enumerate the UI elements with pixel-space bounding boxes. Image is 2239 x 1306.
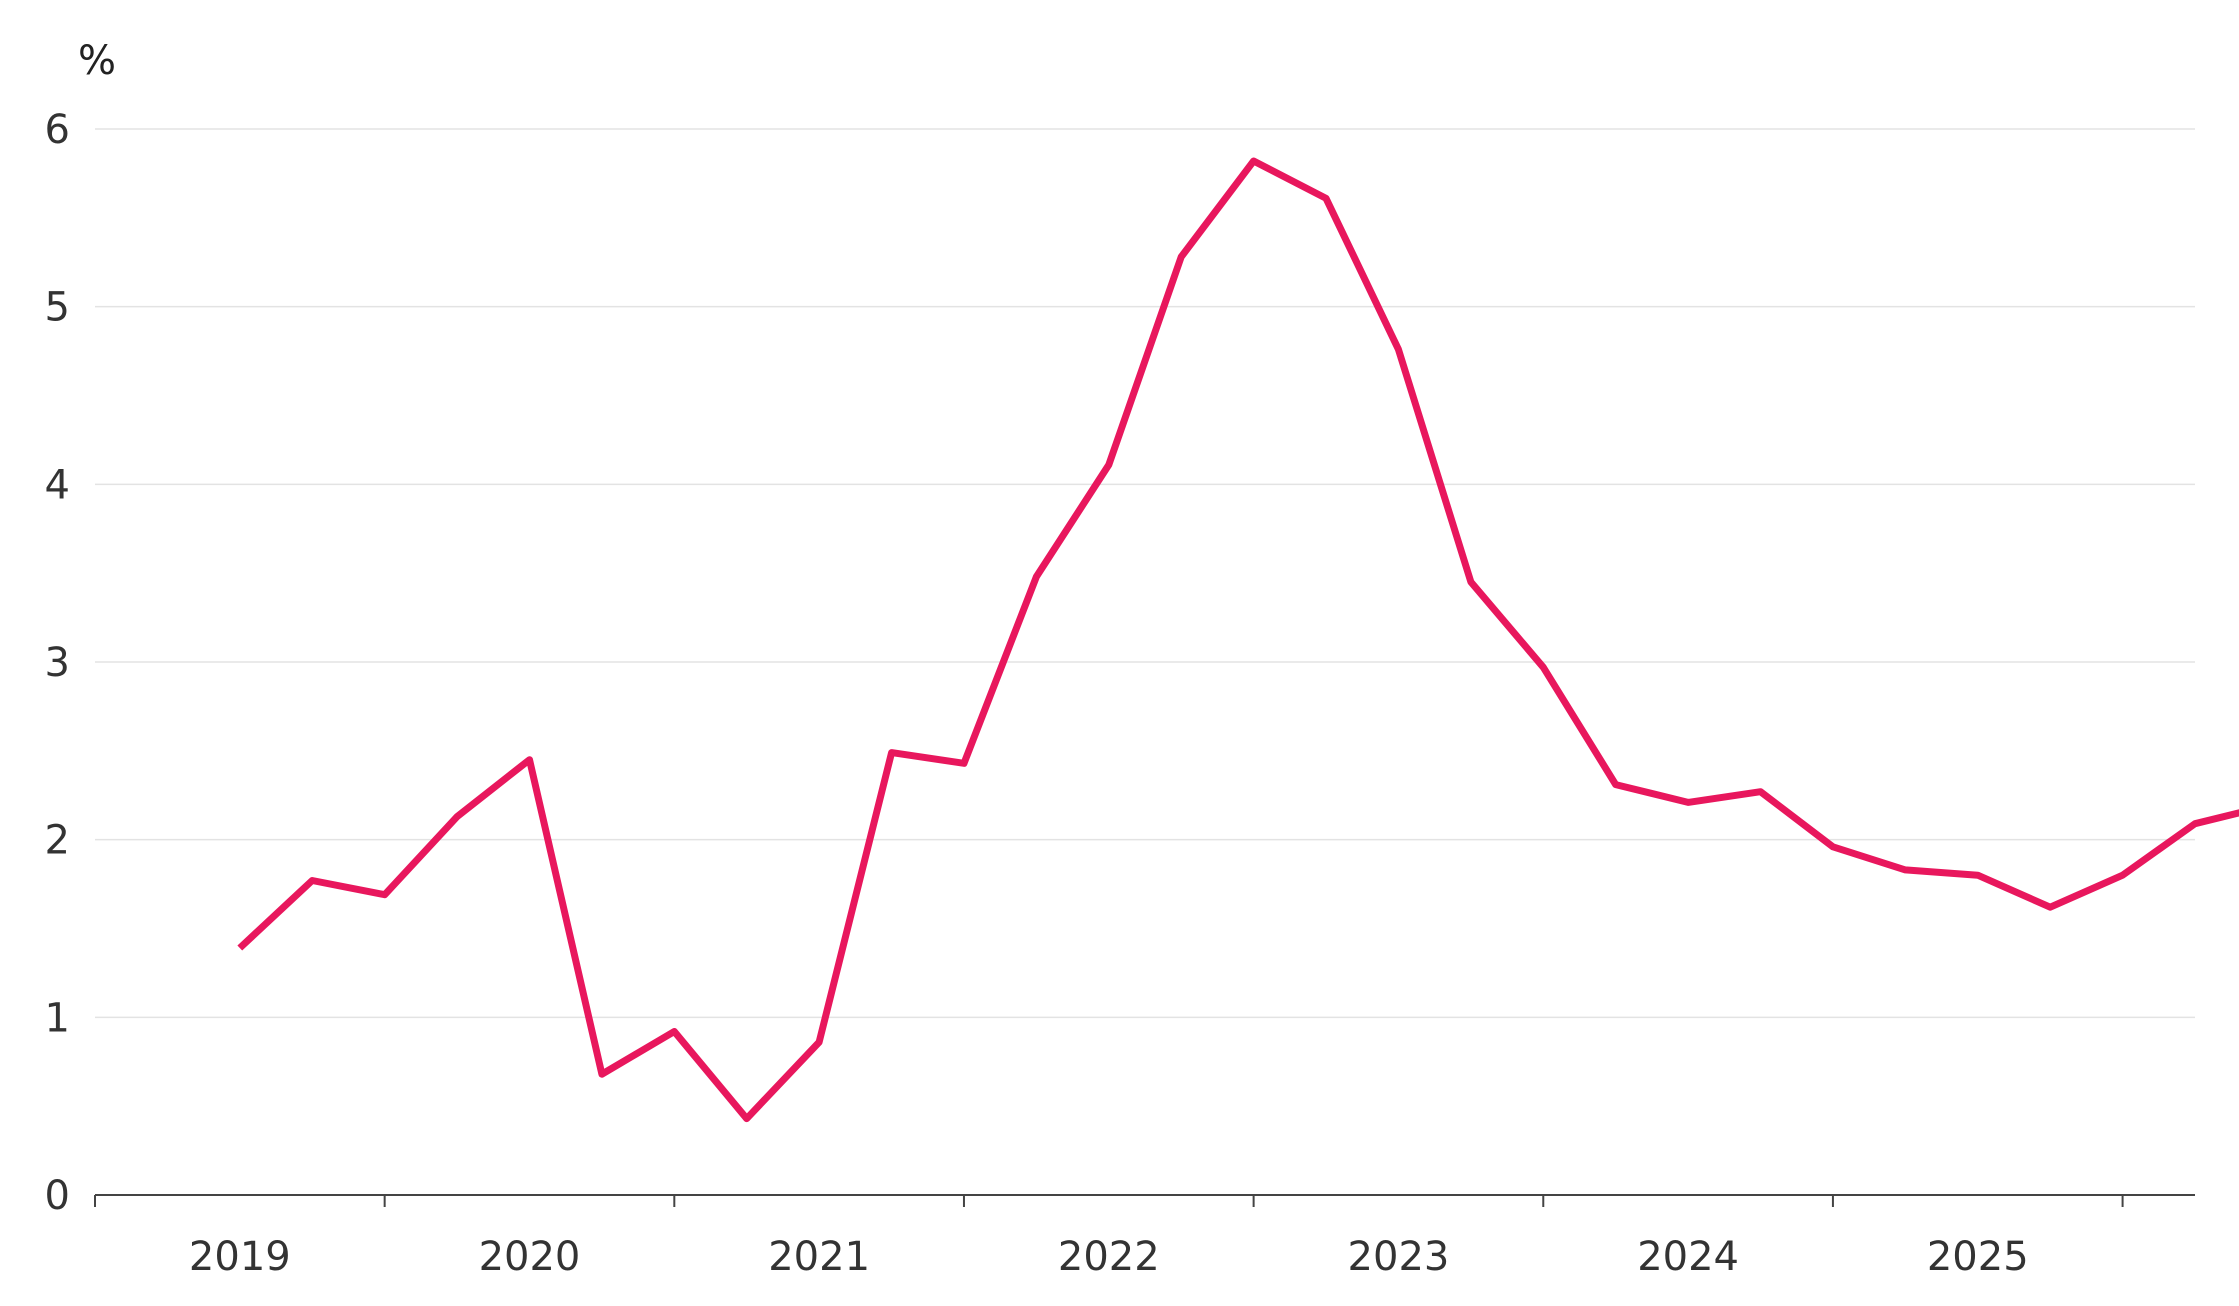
y-tick-label: 3 [45, 640, 70, 686]
x-tick-label: 2025 [1927, 1234, 2029, 1280]
y-tick-label: 4 [45, 462, 70, 508]
x-tick-label: 2023 [1348, 1234, 1450, 1280]
y-axis-unit-label: % [78, 38, 116, 84]
y-tick-label: 0 [45, 1173, 70, 1219]
x-tick-label: 2019 [189, 1234, 291, 1280]
y-tick-label: 1 [45, 995, 70, 1041]
x-tick-label: 2021 [768, 1234, 870, 1280]
series-lines [237, 157, 2239, 1123]
x-tick-label: 2024 [1637, 1234, 1739, 1280]
y-tick-label: 5 [45, 285, 70, 331]
grid-lines [95, 128, 2195, 1019]
y-tick-label: 6 [45, 107, 70, 153]
y-axis: 0 1 2 3 4 5 6 [45, 107, 70, 1219]
x-tick-label: 2020 [479, 1234, 581, 1280]
y-tick-label: 2 [45, 818, 70, 864]
series-line-0 [237, 157, 2239, 1123]
x-axis: 2019 2020 2021 2022 2023 2024 2025 [94, 1194, 2195, 1280]
x-tick-label: 2022 [1058, 1234, 1160, 1280]
